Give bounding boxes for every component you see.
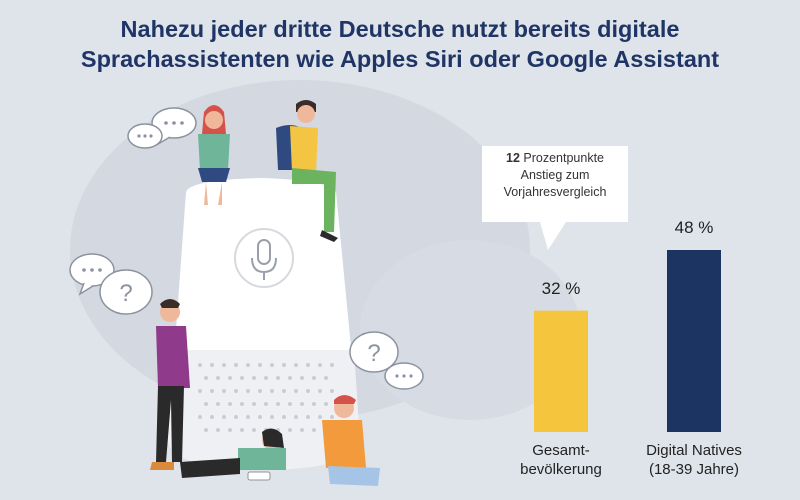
question-bubble-icon: ?	[69, 253, 153, 315]
person-icon	[276, 100, 338, 242]
svg-text:?: ?	[367, 340, 380, 367]
svg-text:?: ?	[119, 280, 132, 307]
category-label-digital-natives-line-1: Digital Natives	[646, 442, 742, 459]
microphone-icon	[234, 228, 294, 288]
callout-highlight: 12	[506, 151, 520, 165]
title-line-2: Sprachassistenten wie Apples Siri oder G…	[80, 46, 720, 72]
callout-line-1: 12 Prozentpunkte	[486, 150, 624, 167]
category-label-digital-natives-line-2: (18-39 Jahre)	[648, 461, 740, 478]
callout-line-2: Anstieg zum	[520, 168, 590, 182]
person-icon	[322, 395, 380, 486]
title-line-1: Nahezu jeder dritte Deutsche nutzt berei…	[120, 16, 680, 42]
bar-0	[534, 310, 588, 432]
value-label-total: 32 %	[541, 278, 581, 298]
person-icon	[150, 299, 190, 470]
category-label-digital-natives: Digital Natives (18-39 Jahre)	[619, 441, 769, 479]
callout-text: 12 Prozentpunkte Anstieg zum Vorjahresve…	[486, 150, 624, 201]
question-bubble-icon-right: ?	[349, 331, 424, 390]
person-icon	[180, 428, 286, 481]
bar-1	[667, 250, 721, 432]
speech-bubble-icon	[127, 107, 197, 149]
category-label-total-line-1: Gesamt-	[532, 442, 590, 459]
value-label-digital-natives: 48 %	[674, 218, 714, 237]
person-icon	[198, 105, 230, 205]
callout-line-3: Vorjahresvergleich	[503, 185, 607, 199]
page-title: Nahezu jeder dritte Deutsche nutzt berei…	[20, 14, 780, 74]
category-label-total: Gesamt- bevölkerung	[486, 441, 636, 479]
smart-speaker-icon	[168, 178, 360, 470]
category-label-total-line-2: bevölkerung	[520, 461, 602, 478]
callout-line-1-rest: Prozentpunkte	[523, 151, 604, 165]
